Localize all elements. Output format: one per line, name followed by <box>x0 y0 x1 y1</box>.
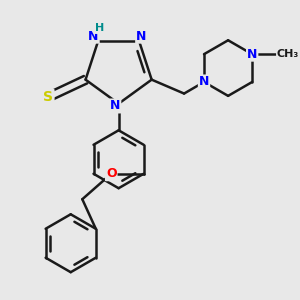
Text: N: N <box>247 48 257 61</box>
Text: CH₃: CH₃ <box>277 49 299 59</box>
Text: N: N <box>199 76 209 88</box>
Text: N: N <box>110 100 120 112</box>
Text: O: O <box>106 167 117 180</box>
Text: H: H <box>95 23 104 33</box>
Text: N: N <box>88 30 99 43</box>
Text: S: S <box>44 90 53 104</box>
Text: N: N <box>136 30 146 43</box>
